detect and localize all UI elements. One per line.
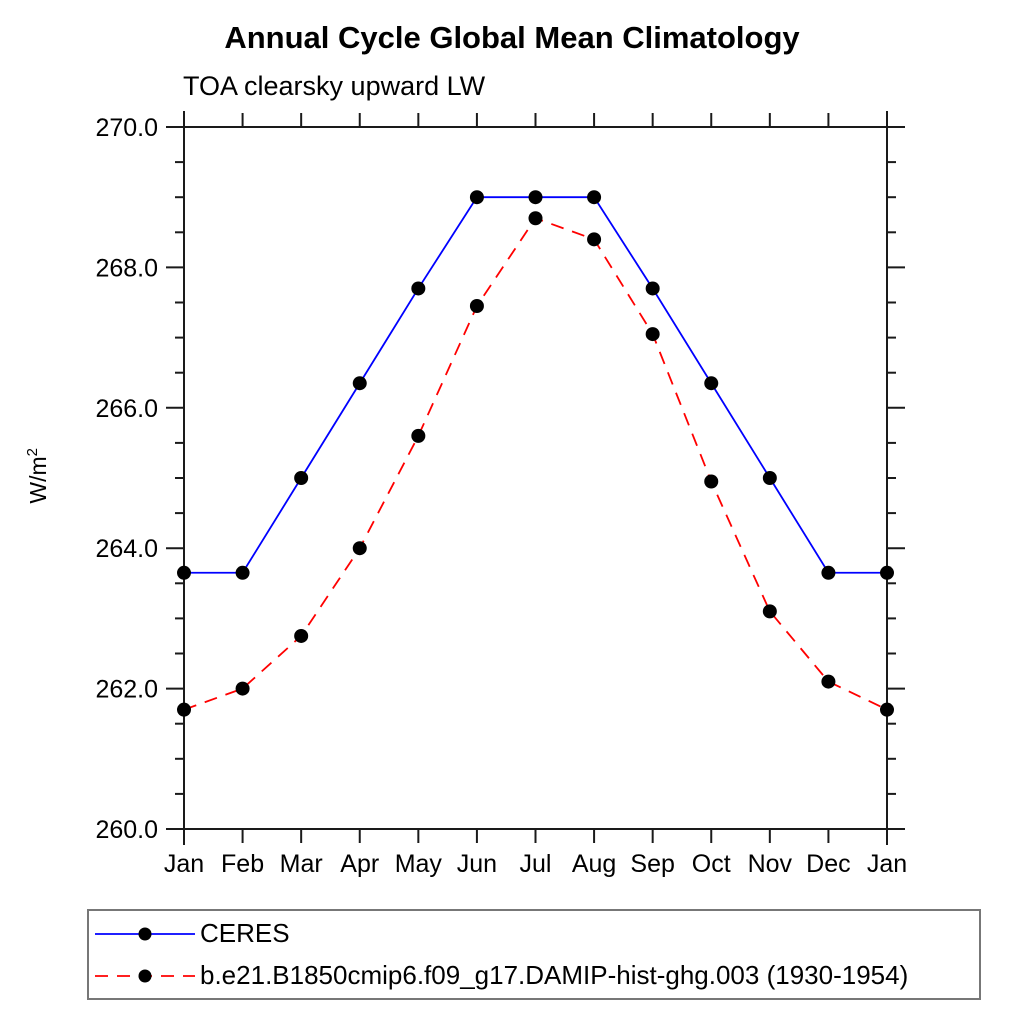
legend-marker-dot-icon <box>138 927 152 940</box>
data-point-series-1 <box>645 327 660 342</box>
data-point-series-1 <box>821 674 836 689</box>
x-tick-label: Apr <box>340 850 379 878</box>
data-point-series-1 <box>352 541 367 556</box>
data-point-series-1 <box>235 681 250 696</box>
legend-label-model: b.e21.B1850cmip6.f09_g17.DAMIP-hist-ghg.… <box>200 960 909 990</box>
data-point-series-1 <box>528 211 543 226</box>
y-tick-label: 266.0 <box>95 395 158 423</box>
data-point-series-0 <box>411 281 426 296</box>
y-tick-label: 260.0 <box>95 816 158 844</box>
x-tick-label: Feb <box>221 850 264 878</box>
data-point-series-0 <box>587 190 602 205</box>
series-line-0 <box>184 196 887 574</box>
chart-title: Annual Cycle Global Mean Climatology <box>224 20 800 55</box>
data-point-series-1 <box>704 474 719 489</box>
data-point-series-0 <box>177 565 191 580</box>
data-point-series-0 <box>821 565 836 580</box>
data-point-series-0 <box>645 281 660 296</box>
x-tick-label: Jul <box>520 850 552 878</box>
data-point-series-0 <box>704 376 719 391</box>
legend-row-ceres: CERES <box>89 916 979 952</box>
x-tick-label: Dec <box>806 850 850 878</box>
data-point-series-0 <box>469 190 484 205</box>
x-tick-label: Sep <box>630 850 674 878</box>
x-tick-label: Jan <box>164 850 204 878</box>
x-tick-label: Aug <box>572 850 616 878</box>
data-point-series-0 <box>880 565 894 580</box>
y-tick-label: 262.0 <box>95 676 158 704</box>
legend-marker-dot-icon <box>138 969 152 982</box>
x-tick-label: Jun <box>457 850 497 878</box>
x-tick-label: Mar <box>280 850 323 878</box>
y-tick-label: 264.0 <box>95 535 158 563</box>
legend: CERES b.e21.B1850cmip6.f09_g17.DAMIP-his… <box>87 909 981 1000</box>
legend-line-sample-model <box>95 969 195 982</box>
legend-label-ceres: CERES <box>200 918 290 948</box>
chart-subtitle: TOA clearsky upward LW <box>183 71 486 101</box>
data-point-series-1 <box>469 299 484 314</box>
data-point-series-0 <box>762 471 777 485</box>
y-tick-label: 268.0 <box>95 254 158 282</box>
data-point-series-1 <box>294 628 309 643</box>
x-tick-label: Oct <box>692 850 731 878</box>
data-point-series-0 <box>352 376 367 391</box>
data-point-series-1 <box>762 604 777 619</box>
data-point-series-0 <box>528 190 543 205</box>
series-line-1 <box>183 217 888 711</box>
data-point-series-1 <box>411 428 426 443</box>
data-point-series-1 <box>880 702 894 717</box>
x-tick-label: Nov <box>748 850 793 878</box>
legend-row-model: b.e21.B1850cmip6.f09_g17.DAMIP-hist-ghg.… <box>89 958 979 994</box>
data-point-series-0 <box>294 471 309 485</box>
data-point-series-1 <box>177 702 191 717</box>
data-point-series-1 <box>587 232 602 247</box>
data-point-series-0 <box>235 565 250 580</box>
x-tick-label: May <box>395 850 443 878</box>
y-tick-label: 270.0 <box>95 114 158 142</box>
legend-line-sample-ceres <box>95 927 195 940</box>
x-tick-label: Jan <box>867 850 907 878</box>
